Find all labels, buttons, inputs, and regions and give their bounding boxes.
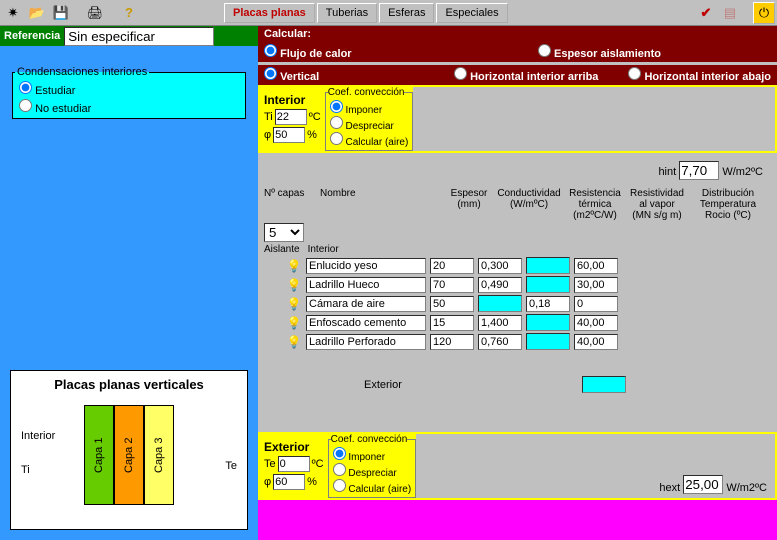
help-icon[interactable]: ? [118, 2, 140, 24]
diagram-title: Placas planas verticales [17, 377, 241, 392]
resist-cyan [526, 257, 570, 274]
calc-orient-row: Vertical Horizontal interior arriba Hori… [258, 65, 777, 85]
tab-tuberias[interactable]: Tuberias [317, 3, 377, 23]
hext-input[interactable] [683, 475, 723, 494]
vap-input[interactable] [574, 334, 618, 350]
new-icon[interactable]: ✷ [2, 2, 24, 24]
right-panel: Calcular: Flujo de calor Espesor aislami… [258, 26, 777, 540]
esp-input[interactable] [430, 334, 474, 350]
exterior-section: Exterior Te ºC φ % Coef. convección Impo… [258, 432, 777, 500]
diagram-ti: Ti [21, 464, 55, 476]
reference-input[interactable] [64, 27, 214, 46]
conv-int-group: Coef. convección Imponer Despreciar Calc… [325, 87, 414, 151]
esp-input[interactable] [430, 315, 474, 331]
name-input: 💡 [264, 314, 771, 331]
condensations-legend: Condensaciones interiores [15, 66, 149, 78]
capa: Capa 1 [84, 405, 114, 505]
reference-label: Referencia [4, 30, 60, 42]
calc-mode-row: Flujo de calor Espesor aislamiento [258, 42, 777, 62]
vap-input[interactable] [574, 277, 618, 293]
toolbar: ✷ 📂 💾 🖨 ? Placas planas Tuberias Esferas… [0, 0, 777, 26]
resist-cyan [526, 276, 570, 293]
opt-nostudy[interactable]: No estudiar [15, 98, 243, 116]
bulb-icon[interactable]: 💡 [286, 315, 302, 331]
table-header: Nº capas Nombre Espesor(mm) Conductivida… [264, 188, 771, 221]
opt-study[interactable]: Estudiar [15, 80, 243, 98]
diagram-interior: Interior [21, 430, 55, 442]
interior-section: Interior Ti ºC φ % Coef. convección Impo… [258, 85, 777, 153]
vap-input[interactable] [574, 258, 618, 274]
opt-habajo[interactable]: Horizontal interior abajo [628, 67, 771, 83]
te-input[interactable] [278, 456, 310, 472]
name-input: 💡 [264, 333, 771, 350]
capa: Capa 3 [144, 405, 174, 505]
exit-icon[interactable]: ⏻ [753, 2, 775, 24]
layer-name-input[interactable] [306, 296, 426, 312]
ti-input[interactable] [275, 109, 307, 125]
phi-int-input[interactable] [273, 127, 305, 143]
name-input: 💡 [264, 295, 771, 312]
tab-esferas[interactable]: Esferas [379, 3, 434, 23]
esp-input[interactable] [430, 258, 474, 274]
conv-int-despreciar[interactable]: Despreciar [328, 116, 411, 132]
layers-area: hint W/m2ºC Nº capas Nombre Espesor(mm) … [258, 153, 777, 432]
diagram-te: Te [225, 460, 237, 472]
esp-input[interactable] [430, 277, 474, 293]
opt-espesor[interactable]: Espesor aislamiento [538, 44, 661, 60]
magenta-bar [258, 500, 777, 540]
diagram: Placas planas verticales Interior Ti Cap… [10, 370, 248, 530]
capa: Capa 2 [114, 405, 144, 505]
exterior-label: Exterior [260, 440, 310, 454]
resist-cyan [526, 333, 570, 350]
print-icon[interactable]: 🖨 [84, 2, 106, 24]
layer-name-input[interactable] [306, 277, 426, 293]
resist-input[interactable] [526, 296, 570, 312]
phi-ext-input[interactable] [273, 474, 305, 490]
resist-cyan [526, 314, 570, 331]
bulb-icon[interactable]: 💡 [286, 296, 302, 312]
tab-especiales[interactable]: Especiales [436, 3, 507, 23]
calc-header: Calcular: [258, 26, 777, 42]
open-icon[interactable]: 📂 [26, 2, 48, 24]
hint-input[interactable] [679, 161, 719, 180]
ncapas-select[interactable]: 5 [264, 223, 304, 242]
layer-name-input[interactable] [306, 334, 426, 350]
tab-placas[interactable]: Placas planas [224, 3, 315, 23]
cond-input[interactable] [478, 315, 522, 331]
conv-ext-despreciar[interactable]: Despreciar [331, 463, 414, 479]
cond-input[interactable] [478, 277, 522, 293]
name-input: 💡 [264, 276, 771, 293]
conv-int-imponer[interactable]: Imponer [328, 100, 411, 116]
interior-label: Interior [260, 93, 310, 107]
conv-ext-imponer[interactable]: Imponer [331, 447, 414, 463]
reference-bar: Referencia [0, 26, 258, 46]
cond-input[interactable] [478, 258, 522, 274]
opt-harriba[interactable]: Horizontal interior arriba [454, 67, 598, 83]
layer-name-input[interactable] [306, 315, 426, 331]
check-icon[interactable]: ✔ [695, 2, 717, 24]
bulb-icon[interactable]: 💡 [286, 334, 302, 350]
left-panel: Referencia Condensaciones interiores Est… [0, 26, 258, 540]
bulb-icon[interactable]: 💡 [286, 277, 302, 293]
save-icon[interactable]: 💾 [50, 2, 72, 24]
esp-input[interactable] [430, 296, 474, 312]
ext-cyan [582, 376, 626, 393]
layer-name-input[interactable] [306, 258, 426, 274]
name-input: 💡 [264, 257, 771, 274]
opt-vertical[interactable]: Vertical [264, 67, 319, 83]
conv-int-calcular[interactable]: Calcular (aire) [328, 132, 411, 148]
conv-ext-group: Coef. convección Imponer Despreciar Calc… [328, 434, 417, 498]
vap-input[interactable] [574, 296, 618, 312]
chart-icon[interactable]: ▤ [719, 2, 741, 24]
conv-ext-calcular[interactable]: Calcular (aire) [331, 479, 414, 495]
cond-input[interactable] [478, 334, 522, 350]
cond-cyan [478, 295, 522, 312]
opt-flujo[interactable]: Flujo de calor [264, 44, 352, 60]
vap-input[interactable] [574, 315, 618, 331]
bulb-icon[interactable]: 💡 [286, 258, 302, 274]
condensations-group: Condensaciones interiores Estudiar No es… [12, 66, 246, 119]
